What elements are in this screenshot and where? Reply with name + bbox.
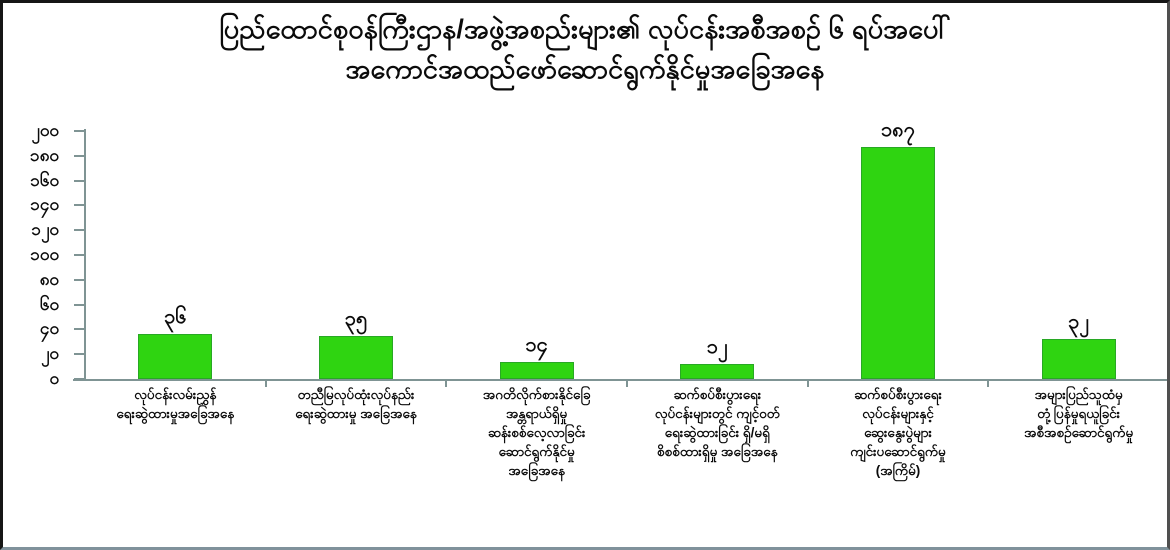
bar	[861, 147, 935, 379]
y-axis-tick	[74, 130, 85, 132]
x-axis-tick	[806, 379, 809, 387]
category-label-line: ကျင်းပဆောင်ရွက်မှု	[850, 444, 946, 459]
y-axis-tick	[74, 328, 85, 331]
x-axis-tick	[445, 379, 448, 387]
x-axis-line	[73, 379, 1167, 381]
category-label-line: လုပ်ငန်းများတွင် ကျင့်ဝတ်	[654, 406, 780, 421]
bar	[1041, 339, 1116, 379]
y-axis-tick	[74, 353, 85, 356]
category-label-line: ရေးဆွဲထားခြင်း ရှိ/မရှိ	[664, 425, 770, 440]
y-tick-label: ၀	[49, 369, 59, 388]
category-label-line: စိစစ်ထားရှိမှု အခြေအနေ	[657, 444, 778, 459]
y-axis-tick	[74, 204, 85, 207]
category-label-line: ဆောင်ရွက်နိုင်မှု	[498, 444, 575, 459]
category-label: တညီမြလုပ်ထုံးလုပ်နည်းရေးဆွဲထားမှု အခြေအန…	[266, 385, 446, 423]
bar-value-label: ၁၂	[706, 336, 728, 359]
chart-title-line-1: ပြည်ထောင်စုဝန်ကြီးဌာန/အဖွဲ့အစည်းများ၏ လု…	[219, 14, 951, 44]
chart-title: ပြည်ထောင်စုဝန်ကြီးဌာန/အဖွဲ့အစည်းများ၏ လု…	[3, 9, 1167, 89]
category-label-line: ဆက်စပ်စီးပွားရေး	[673, 387, 762, 402]
x-axis-tick	[264, 379, 267, 387]
y-tick-label: ၂၀	[41, 344, 59, 364]
bar	[319, 335, 393, 379]
x-axis-tick	[626, 379, 628, 387]
bar-value-label: ၃၂	[1068, 311, 1090, 334]
category-label-line: ဆက်စပ်စီးပွားရေး	[854, 387, 942, 402]
category-label: လုပ်ငန်းလမ်းညွှန်ရေးဆွဲထားမှုအခြေအနေ	[85, 385, 265, 423]
chart-title-line-2: အကောင်အထည်ဖော်ဆောင်ရွက်နိုင်မှုအခြေအနေ	[345, 54, 825, 84]
bar	[138, 334, 213, 379]
category-label-line: အဂတိလိုက်စားနိုင်ခြေ	[482, 387, 591, 402]
category-label: ဆက်စပ်စီးပွားရေးလုပ်ငန်းများတွင် ကျင့်ဝတ…	[627, 385, 807, 461]
y-tick-label: ၆၀	[39, 294, 59, 314]
y-tick-label: ၁၄၀	[30, 195, 59, 215]
y-axis-tick	[74, 229, 85, 232]
y-tick-label: ၁၆၀	[30, 170, 59, 190]
bar-value-label: ၁၈၇	[881, 119, 915, 142]
category-label-line: ဆန်းစစ်လေ့လာခြင်း	[487, 425, 586, 440]
y-axis-tick	[74, 278, 85, 281]
y-tick-label: ၁၈၀	[30, 145, 59, 165]
y-axis-line	[84, 129, 86, 380]
plot-area: ၀ ၂၀ ၄၀ ၆၀ ၈၀ ၁၀၀ ၁၂၀ ၁၄၀ ၁၆၀ ၁၈၀ ၂၀၀၃၆လုပ်ငန်းလမ်…	[3, 3, 1167, 547]
y-axis-tick	[74, 154, 85, 157]
bar-value-label: ၃၅	[344, 307, 368, 330]
category-label-line: အခြေအနေ	[508, 463, 565, 478]
category-label-line: ဆွေးနွေးပွဲများ	[864, 425, 932, 440]
category-label-line: အစီအစဉ်ဆောင်ရွက်မှု	[1024, 425, 1134, 440]
bar	[499, 361, 574, 379]
y-tick-label: ၂၀၀	[31, 121, 59, 140]
category-label-line: အများပြည်သူထံမှ	[1034, 387, 1123, 402]
y-axis-tick	[74, 378, 85, 380]
category-label-line: လုပ်ငန်းလမ်းညွှန်	[134, 387, 217, 402]
y-tick-label: ၈၀	[39, 269, 59, 289]
y-tick-label: ၁၂၀	[31, 220, 59, 240]
category-label-line: ရေးဆွဲထားမှုအခြေအနေ	[116, 406, 235, 421]
category-label: ဆက်စပ်စီးပွားရေးလုပ်ငန်းများနှင့်ဆွေးနွေ…	[808, 385, 988, 480]
y-tick-label: ၄၀	[39, 319, 59, 339]
category-label-line: တညီမြလုပ်ထုံးလုပ်နည်း	[297, 387, 415, 402]
category-label-line: တုံ့ပြန်မှုရယူခြင်း	[1037, 406, 1121, 421]
y-axis-tick	[74, 254, 85, 256]
category-label-line: (အကြိမ်)	[875, 463, 921, 478]
bar-value-label: ၃၆	[164, 306, 187, 329]
x-axis-tick	[987, 379, 990, 387]
category-label: အဂတိလိုက်စားနိုင်ခြေအန္တရာယ်ရှိမှုဆန်းစစ…	[447, 385, 627, 480]
category-label-line: လုပ်ငန်းများနှင့်	[862, 406, 934, 421]
y-tick-label: ၁၀၀	[30, 245, 59, 264]
category-label-line: ရေးဆွဲထားမှု အခြေအနေ	[295, 406, 417, 421]
y-axis-tick	[74, 179, 85, 182]
category-label-line: အန္တရာယ်ရှိမှု	[506, 406, 568, 421]
bar	[680, 364, 755, 379]
bar-value-label: ၁၄	[525, 333, 548, 356]
category-label: အများပြည်သူထံမှတုံ့ပြန်မှုရယူခြင်းအစီအစဉ…	[989, 385, 1167, 442]
y-axis-tick	[74, 303, 85, 306]
